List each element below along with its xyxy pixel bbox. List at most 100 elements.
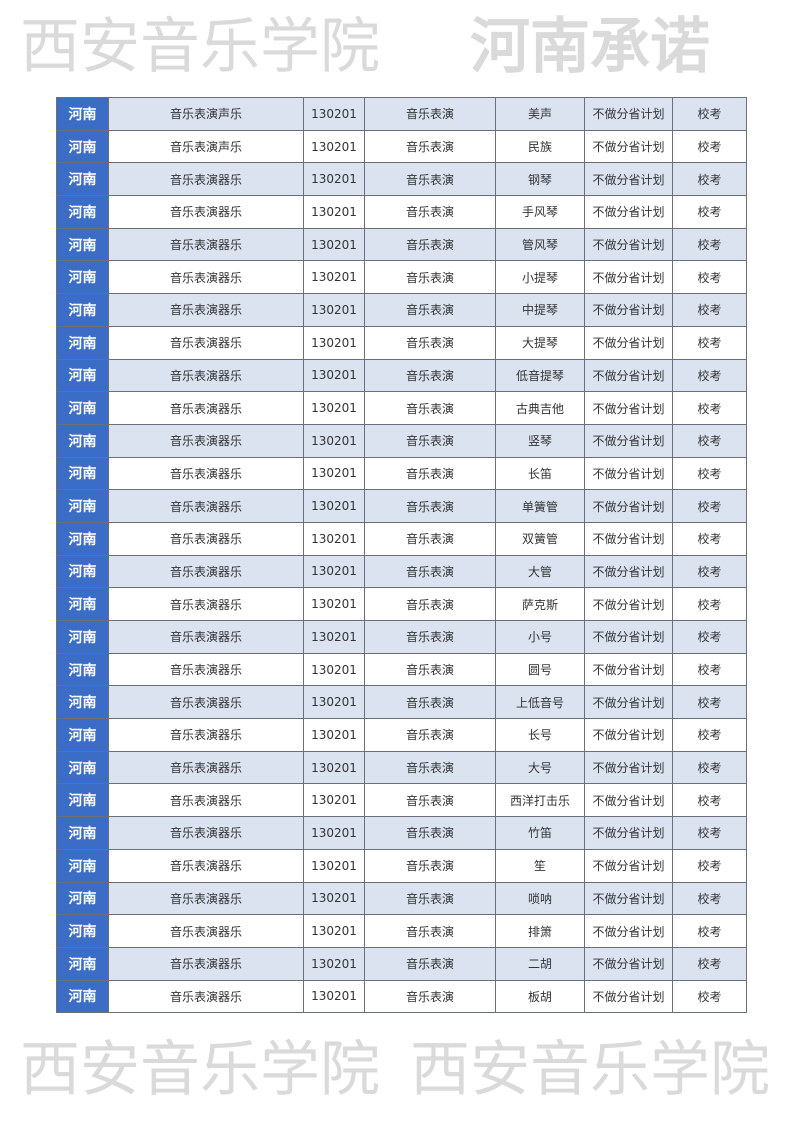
direction-cell: 长笛 — [495, 456, 585, 491]
table-row: 河南 音乐表演器乐 130201 音乐表演 低音提琴 不做分省计划 校考 — [56, 358, 747, 393]
exam-type-cell: 校考 — [672, 554, 747, 589]
plan-cell: 不做分省计划 — [584, 685, 673, 720]
code-cell: 130201 — [303, 718, 365, 752]
major-cell: 音乐表演 — [364, 620, 496, 654]
plan-cell: 不做分省计划 — [584, 946, 673, 981]
direction-cell: 上低音号 — [495, 685, 585, 720]
province-cell: 河南 — [56, 129, 109, 164]
major-cell: 音乐表演 — [364, 391, 496, 425]
enrollment-table: 河南 音乐表演声乐 130201 音乐表演 美声 不做分省计划 校考 河南 音乐表演声乐 1302… — [56, 97, 747, 1014]
direction-cell: 钢琴 — [495, 162, 585, 197]
exam-type-cell: 校考 — [672, 423, 747, 458]
table-row: 河南 音乐表演器乐 130201 音乐表演 管风琴 不做分省计划 校考 — [56, 227, 747, 262]
direction-cell: 双簧管 — [495, 521, 585, 556]
exam-type-cell: 校考 — [672, 848, 747, 883]
code-cell: 130201 — [303, 293, 365, 327]
table-row: 河南 音乐表演器乐 130201 音乐表演 长号 不做分省计划 校考 — [56, 718, 747, 752]
major-cell: 音乐表演 — [364, 521, 496, 556]
program-cell: 音乐表演器乐 — [108, 620, 304, 654]
province-cell: 河南 — [56, 718, 109, 752]
direction-cell: 排箫 — [495, 914, 585, 948]
major-cell: 音乐表演 — [364, 750, 496, 785]
major-cell: 音乐表演 — [364, 783, 496, 818]
plan-cell: 不做分省计划 — [584, 620, 673, 654]
province-cell: 河南 — [56, 456, 109, 491]
plan-cell: 不做分省计划 — [584, 391, 673, 425]
major-cell: 音乐表演 — [364, 881, 496, 916]
table-row: 河南 音乐表演器乐 130201 音乐表演 钢琴 不做分省计划 校考 — [56, 162, 747, 197]
direction-cell: 圆号 — [495, 652, 585, 687]
province-cell: 河南 — [56, 750, 109, 785]
program-cell: 音乐表演器乐 — [108, 227, 304, 262]
direction-cell: 手风琴 — [495, 195, 585, 229]
direction-cell: 笙 — [495, 848, 585, 883]
province-cell: 河南 — [56, 783, 109, 818]
program-cell: 音乐表演器乐 — [108, 260, 304, 295]
direction-cell: 竹笛 — [495, 816, 585, 850]
program-cell: 音乐表演器乐 — [108, 391, 304, 425]
program-cell: 音乐表演器乐 — [108, 979, 304, 1014]
major-cell: 音乐表演 — [364, 587, 496, 621]
exam-type-cell: 校考 — [672, 129, 747, 164]
exam-type-cell: 校考 — [672, 489, 747, 523]
province-cell: 河南 — [56, 620, 109, 654]
major-cell: 音乐表演 — [364, 848, 496, 883]
province-cell: 河南 — [56, 848, 109, 883]
plan-cell: 不做分省计划 — [584, 489, 673, 523]
province-cell: 河南 — [56, 489, 109, 523]
direction-cell: 大号 — [495, 750, 585, 785]
exam-type-cell: 校考 — [672, 227, 747, 262]
code-cell: 130201 — [303, 750, 365, 785]
code-cell: 130201 — [303, 914, 365, 948]
plan-cell: 不做分省计划 — [584, 816, 673, 850]
direction-cell: 小号 — [495, 620, 585, 654]
table-row: 河南 音乐表演器乐 130201 音乐表演笙不做分省计划 校考 — [56, 848, 747, 883]
direction-cell: 大提琴 — [495, 325, 585, 360]
code-cell: 130201 — [303, 227, 365, 262]
exam-type-cell: 校考 — [672, 914, 747, 948]
program-cell: 音乐表演器乐 — [108, 816, 304, 850]
major-cell: 音乐表演 — [364, 718, 496, 752]
table-row: 河南 音乐表演器乐 130201 音乐表演 板胡 不做分省计划 校考 — [56, 979, 747, 1014]
program-cell: 音乐表演器乐 — [108, 946, 304, 981]
table-row: 河南 音乐表演器乐 130201 音乐表演 中提琴 不做分省计划 校考 — [56, 293, 747, 327]
program-cell: 音乐表演器乐 — [108, 293, 304, 327]
province-cell: 河南 — [56, 162, 109, 197]
code-cell: 130201 — [303, 391, 365, 425]
province-cell: 河南 — [56, 652, 109, 687]
plan-cell: 不做分省计划 — [584, 97, 673, 131]
program-cell: 音乐表演器乐 — [108, 358, 304, 393]
program-cell: 音乐表演器乐 — [108, 456, 304, 491]
program-cell: 音乐表演声乐 — [108, 129, 304, 164]
table-row: 河南 音乐表演器乐 130201 音乐表演 长笛 不做分省计划 校考 — [56, 456, 747, 491]
major-cell: 音乐表演 — [364, 129, 496, 164]
plan-cell: 不做分省计划 — [584, 195, 673, 229]
code-cell: 130201 — [303, 129, 365, 164]
table-row: 河南 音乐表演器乐 130201 音乐表演 排箫 不做分省计划 校考 — [56, 914, 747, 948]
plan-cell: 不做分省计划 — [584, 293, 673, 327]
plan-cell: 不做分省计划 — [584, 554, 673, 589]
major-cell: 音乐表演 — [364, 489, 496, 523]
code-cell: 130201 — [303, 685, 365, 720]
plan-cell: 不做分省计划 — [584, 358, 673, 393]
province-cell: 河南 — [56, 227, 109, 262]
exam-type-cell: 校考 — [672, 587, 747, 621]
province-cell: 河南 — [56, 97, 109, 131]
exam-type-cell: 校考 — [672, 391, 747, 425]
direction-cell: 长号 — [495, 718, 585, 752]
exam-type-cell: 校考 — [672, 293, 747, 327]
direction-cell: 竖琴 — [495, 423, 585, 458]
exam-type-cell: 校考 — [672, 783, 747, 818]
code-cell: 130201 — [303, 521, 365, 556]
watermark: 西安音乐学院 — [20, 1035, 380, 1105]
plan-cell: 不做分省计划 — [584, 718, 673, 752]
code-cell: 130201 — [303, 946, 365, 981]
major-cell: 音乐表演 — [364, 816, 496, 850]
code-cell: 130201 — [303, 620, 365, 654]
exam-type-cell: 校考 — [672, 325, 747, 360]
province-cell: 河南 — [56, 685, 109, 720]
direction-cell: 中提琴 — [495, 293, 585, 327]
table-row: 河南 音乐表演器乐 130201 音乐表演 上低音号 不做分省计划 校考 — [56, 685, 747, 720]
plan-cell: 不做分省计划 — [584, 848, 673, 883]
code-cell: 130201 — [303, 816, 365, 850]
